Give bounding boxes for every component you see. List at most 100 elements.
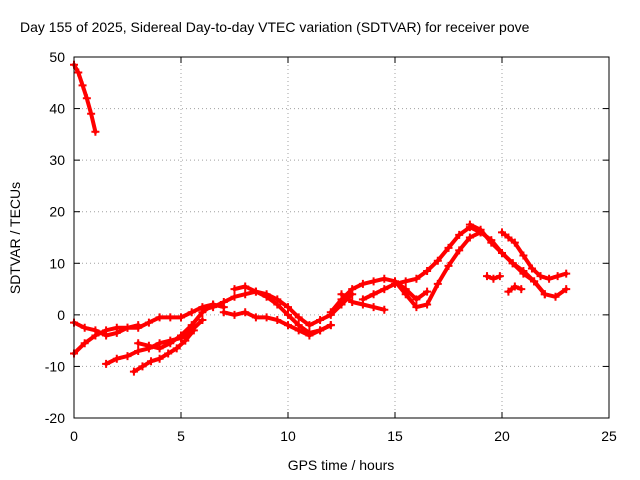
data-point [273,300,282,309]
data-point [519,269,528,278]
data-point [230,310,239,319]
x-tick-label: 15 [387,428,403,444]
data-point [273,316,282,325]
data-point [251,313,260,322]
series-line [500,230,569,281]
data-point [112,354,121,363]
data-point [358,279,367,288]
data-point [380,274,389,283]
data-point [326,308,335,317]
data-point [155,313,164,322]
data-point [177,331,185,340]
data-point [155,344,164,353]
data-point [241,290,250,299]
data-point [241,282,250,291]
data-point [241,308,250,317]
data-point [144,341,153,350]
series-trace-j [326,274,432,317]
data-point [219,308,228,317]
data-point [284,310,292,319]
series-trace-n [465,220,571,301]
data-point [412,295,421,304]
series-trace-e [129,326,198,376]
data-point [129,367,138,376]
series-trace-l [358,223,485,304]
data-point [147,357,156,366]
data-point [519,251,528,260]
data-point [91,331,100,340]
data-point [423,300,432,309]
series-trace-k [337,290,389,314]
data-point [172,344,181,353]
series-trace-a [70,60,100,136]
data-point [78,81,87,90]
y-axis-label: SDTVAR / TECUs [7,182,23,294]
series-trace-o [498,228,571,283]
data-point [391,277,399,286]
x-tick-label: 5 [177,428,185,444]
data-point [401,277,410,286]
data-point [316,326,325,335]
data-point [219,297,228,306]
y-tick-label: -10 [45,358,65,374]
data-point [187,308,196,317]
data-point [316,316,325,325]
data-point [326,321,335,330]
data-point [166,339,175,348]
data-point [181,336,190,345]
x-tick-label: 25 [601,428,617,444]
data-point [498,228,506,237]
data-point [510,238,519,247]
data-point [82,94,91,103]
data-point [348,297,357,306]
data-point [423,267,432,276]
data-point [553,272,562,281]
data-point [455,246,464,255]
data-point [455,230,464,239]
series-line [393,230,547,310]
data-point [527,264,536,273]
series-trace-q [504,282,526,296]
data-point [74,68,83,77]
data-point [401,290,410,299]
y-tick-label: 10 [49,255,65,271]
data-point [562,285,571,294]
data-point [230,285,239,294]
y-tick-label: -20 [45,410,65,426]
data-point [198,305,207,314]
data-point [412,303,421,312]
data-point [348,285,357,294]
data-point [465,220,474,229]
data-point [444,243,453,252]
data-point [423,287,432,296]
data-point [305,321,314,330]
data-point [508,259,517,268]
data-point [155,354,164,363]
data-point [230,292,239,301]
x-tick-label: 10 [280,428,296,444]
data-point [504,233,513,242]
data-point [198,316,207,325]
x-tick-label: 0 [70,428,78,444]
data-point [102,359,111,368]
chart-title: Day 155 of 2025, Sidereal Day-to-day VTE… [20,19,530,35]
plot-frame [73,56,610,419]
y-tick-label: 40 [49,101,65,117]
data-point [177,313,185,322]
data-point [517,285,526,294]
y-tick-label: 0 [57,307,65,323]
data-point [134,339,143,348]
data-point [164,349,173,358]
data-point [487,238,496,247]
data-point [112,323,121,332]
data-point [294,313,303,322]
data-point [358,295,367,304]
data-point [123,352,132,361]
series-line [328,276,430,315]
data-point [284,303,292,312]
data-point [551,292,560,301]
data-point [134,323,143,332]
data-point [305,331,314,340]
data-point [91,127,100,136]
